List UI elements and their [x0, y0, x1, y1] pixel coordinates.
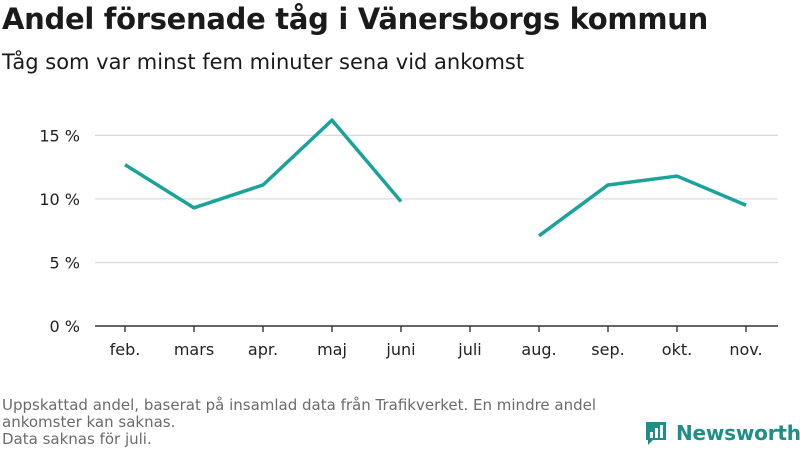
x-tick-label: aug.	[521, 340, 556, 359]
y-tick-label: 10 %	[39, 190, 80, 209]
x-tick-label: juni	[385, 340, 415, 359]
gridlines	[95, 134, 778, 264]
x-tick-label: maj	[317, 340, 347, 359]
x-axis-ticks: feb. mars apr. maj juni juli aug. sep. okt. nov.	[110, 326, 763, 359]
x-tick-label: feb.	[110, 340, 141, 359]
x-tick-label: nov.	[729, 340, 762, 359]
line-chart: 0 % 5 % 10 % 15 % feb. mars apr. maj juni juli au…	[39, 118, 778, 359]
x-tick-label: mars	[174, 340, 214, 359]
y-tick-label: 0 %	[50, 317, 80, 336]
x-tick-label: juli	[457, 340, 481, 359]
bar-chart-icon	[646, 422, 666, 445]
series-lines	[124, 118, 747, 238]
newsworthy-logo: Newsworthy	[644, 420, 800, 446]
series-line-segment	[537, 174, 747, 238]
footnote-line-1: Uppskattad andel, baserat på insamlad da…	[2, 396, 601, 431]
x-tick-label: sep.	[591, 340, 624, 359]
x-tick-label: apr.	[248, 340, 278, 359]
chart-subtitle: Tåg som var minst fem minuter sena vid a…	[2, 50, 525, 74]
y-tick-label: 15 %	[39, 126, 80, 145]
chart-title: Andel försenade tåg i Vänersborgs kommun	[2, 2, 708, 36]
y-axis-ticks: 0 % 5 % 10 % 15 %	[39, 126, 80, 336]
footnote-line-2: Data saknas för juli.	[2, 430, 152, 448]
brand-name: Newsworthy	[676, 421, 800, 445]
series-line-segment	[124, 118, 403, 210]
y-tick-label: 5 %	[50, 253, 80, 272]
footnote: Uppskattad andel, baserat på insamlad da…	[2, 397, 642, 448]
x-tick-label: okt.	[662, 340, 692, 359]
